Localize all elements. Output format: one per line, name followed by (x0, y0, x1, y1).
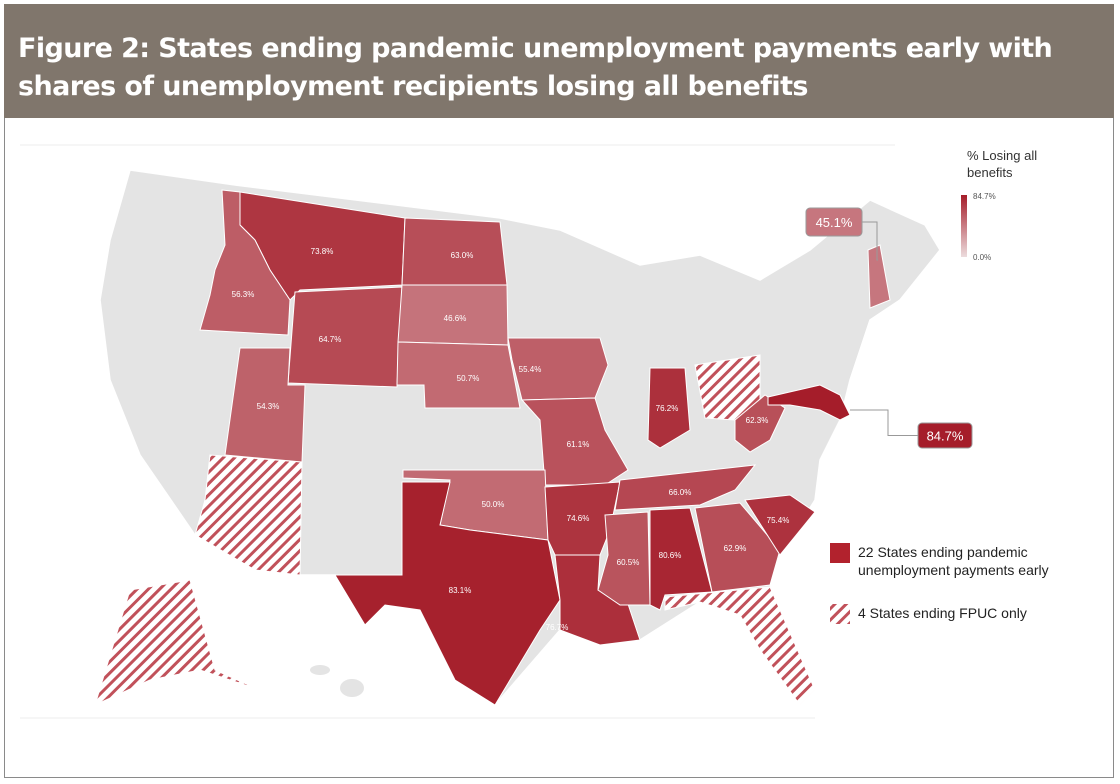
state-label: 56.3% (232, 290, 255, 299)
state (647, 367, 691, 449)
state-label: 61.1% (567, 440, 590, 449)
callout-box (805, 207, 863, 237)
state (199, 189, 291, 336)
state-label: 64.7% (319, 335, 342, 344)
legend-max-label: 84.7% (973, 192, 996, 201)
hatched-state (664, 586, 816, 706)
hawaii (310, 665, 330, 675)
state (744, 494, 816, 556)
state (554, 554, 641, 646)
state (287, 286, 403, 388)
callout-label: 84.7% (927, 429, 964, 444)
state-label: 83.1% (449, 586, 472, 595)
hawaii (340, 679, 364, 697)
state-label: 55.4% (519, 365, 542, 374)
state-label: 60.5% (617, 558, 640, 567)
legend-swatch (830, 543, 850, 563)
state-label: 62.9% (724, 544, 747, 553)
state-label: 50.7% (457, 374, 480, 383)
state (614, 464, 757, 511)
state (396, 341, 521, 409)
legend-gradient (961, 195, 967, 257)
state-label: 46.6% (444, 314, 467, 323)
header (4, 4, 1114, 118)
state-label: 76.7% (546, 623, 569, 632)
state-label: 74.6% (567, 514, 590, 523)
state (597, 511, 651, 606)
state-label: 66.0% (669, 488, 692, 497)
state-label: 80.6% (659, 551, 682, 560)
state-label: 63.0% (451, 251, 474, 260)
legend-min-label: 0.0% (973, 253, 991, 262)
legend-item: 22 States ending pandemic unemployment p… (858, 544, 1049, 578)
state (520, 397, 629, 486)
state (867, 244, 891, 309)
state (649, 507, 713, 611)
figure-title: Figure 2: States ending pandemic unemplo… (18, 33, 1053, 102)
callout-line (862, 221, 878, 261)
legend-title: % Losing all benefits (967, 148, 1038, 180)
legend-swatch (830, 604, 850, 624)
state-label: 75.4% (767, 516, 790, 525)
state-label: 54.3% (257, 402, 280, 411)
callout-box (917, 422, 973, 449)
state (224, 347, 306, 463)
state (694, 502, 781, 593)
legend-item: 4 States ending FPUC only (858, 605, 1027, 621)
state (334, 481, 561, 706)
callout-line (850, 409, 918, 436)
state-label: 76.2% (656, 404, 679, 413)
state-label: 73.8% (311, 247, 334, 256)
state-label: 62.3% (746, 416, 769, 425)
hatched-state (94, 579, 261, 706)
hatched-state (194, 454, 303, 576)
state (767, 384, 851, 421)
state-label: 50.0% (482, 500, 505, 509)
state (734, 394, 786, 453)
callout-label: 45.1% (816, 215, 853, 230)
